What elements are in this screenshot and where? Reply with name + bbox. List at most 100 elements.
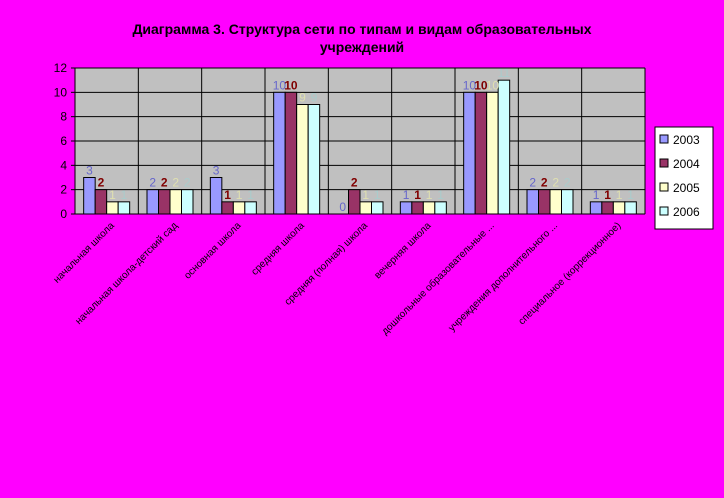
bar — [359, 201, 372, 215]
bar — [434, 201, 447, 215]
data-label: 10 — [273, 78, 287, 92]
x-category-label: основная школа — [182, 220, 243, 281]
bar — [601, 201, 614, 215]
y-tick-label: 8 — [60, 110, 67, 124]
chart-title-group: Диаграмма 3. Структура сети по типам и в… — [132, 21, 591, 55]
bar — [561, 189, 574, 215]
data-label: 1 — [109, 188, 116, 202]
data-label: 3 — [213, 164, 220, 178]
data-label: 1 — [121, 188, 128, 202]
bar — [526, 189, 539, 215]
data-label: 2 — [172, 176, 179, 190]
data-label: 1 — [247, 188, 254, 202]
x-category-label: учреждения дополнительного ... — [447, 220, 561, 334]
data-label: 1 — [362, 188, 369, 202]
data-label: 10 — [474, 78, 488, 92]
data-label: 1 — [224, 188, 231, 202]
y-tick-label: 6 — [60, 134, 67, 148]
bar — [348, 189, 361, 215]
legend-swatch — [659, 134, 669, 144]
bar — [284, 91, 298, 215]
y-tick-label: 0 — [60, 207, 67, 221]
x-category-label: дошкольные образовательные ... — [379, 220, 497, 338]
data-label: 1 — [616, 188, 623, 202]
legend-swatch — [659, 182, 669, 192]
legend: 2003 2004 2005 2006 — [654, 126, 714, 230]
bar — [94, 189, 108, 215]
bar — [169, 189, 182, 215]
data-label: 2 — [564, 176, 571, 190]
bar — [371, 201, 384, 215]
bar — [232, 201, 246, 215]
bar — [83, 177, 96, 215]
data-label: 1 — [236, 188, 243, 202]
x-category-label: специальное (коррекционное) — [517, 220, 624, 327]
bar — [273, 91, 286, 215]
data-label: 10 — [284, 78, 298, 92]
bar — [411, 201, 424, 215]
bars — [83, 79, 637, 215]
x-category-label: вечерняя школа — [373, 220, 434, 281]
legend-label: 2003 — [673, 133, 700, 147]
bar — [181, 189, 194, 215]
y-tick-label: 12 — [54, 61, 68, 75]
bar — [209, 177, 223, 215]
data-label: 1 — [627, 188, 634, 202]
bar — [146, 189, 159, 215]
bar — [117, 201, 131, 215]
legend-swatch — [659, 158, 669, 168]
x-category-label: начальная школа-детский сад — [73, 220, 180, 327]
bar — [538, 189, 551, 215]
bar — [296, 104, 309, 215]
data-label: 2 — [149, 176, 156, 190]
data-label: 2 — [351, 176, 358, 190]
bar — [486, 91, 499, 215]
data-label: 9 — [311, 91, 318, 105]
data-label: 2 — [98, 176, 105, 190]
y-tick-label: 10 — [54, 85, 68, 99]
bar — [589, 201, 603, 215]
data-label: 3 — [86, 164, 93, 178]
y-tick-label: 4 — [60, 158, 67, 172]
data-label: 1 — [414, 188, 421, 202]
bar — [106, 201, 119, 215]
legend-swatch — [659, 206, 669, 216]
data-label: 10 — [463, 78, 477, 92]
bar — [422, 201, 436, 215]
bar — [497, 79, 511, 215]
x-category-label: средняя школа — [249, 220, 307, 278]
data-label: 2 — [541, 176, 548, 190]
data-label: 1 — [437, 188, 444, 202]
data-label: 9 — [299, 91, 306, 105]
bar — [244, 201, 257, 215]
data-label: 0 — [339, 200, 346, 214]
data-label: 2 — [161, 176, 168, 190]
bar — [221, 201, 234, 215]
data-label: 1 — [426, 188, 433, 202]
legend-label: 2004 — [673, 157, 700, 171]
legend-label: 2005 — [673, 181, 700, 195]
data-label: 2 — [529, 176, 536, 190]
bar — [624, 201, 637, 215]
bar — [612, 201, 626, 215]
bar — [307, 104, 321, 215]
data-label: 10 — [486, 78, 500, 92]
chart-title-line-1: Диаграмма 3. Структура сети по типам и в… — [132, 21, 591, 37]
y-tick-label: 2 — [60, 183, 67, 197]
bar — [399, 201, 413, 215]
data-label: 1 — [403, 188, 410, 202]
bar — [158, 189, 171, 215]
legend-label: 2006 — [673, 205, 700, 219]
data-label: 2 — [552, 176, 559, 190]
data-label: 2 — [184, 176, 191, 190]
x-category-label: начальная школа — [52, 220, 118, 286]
bar — [463, 91, 476, 215]
chart-title-line-2: учреждений — [320, 39, 404, 55]
bar — [549, 189, 562, 215]
bar — [474, 91, 488, 215]
data-label: 1 — [374, 188, 381, 202]
